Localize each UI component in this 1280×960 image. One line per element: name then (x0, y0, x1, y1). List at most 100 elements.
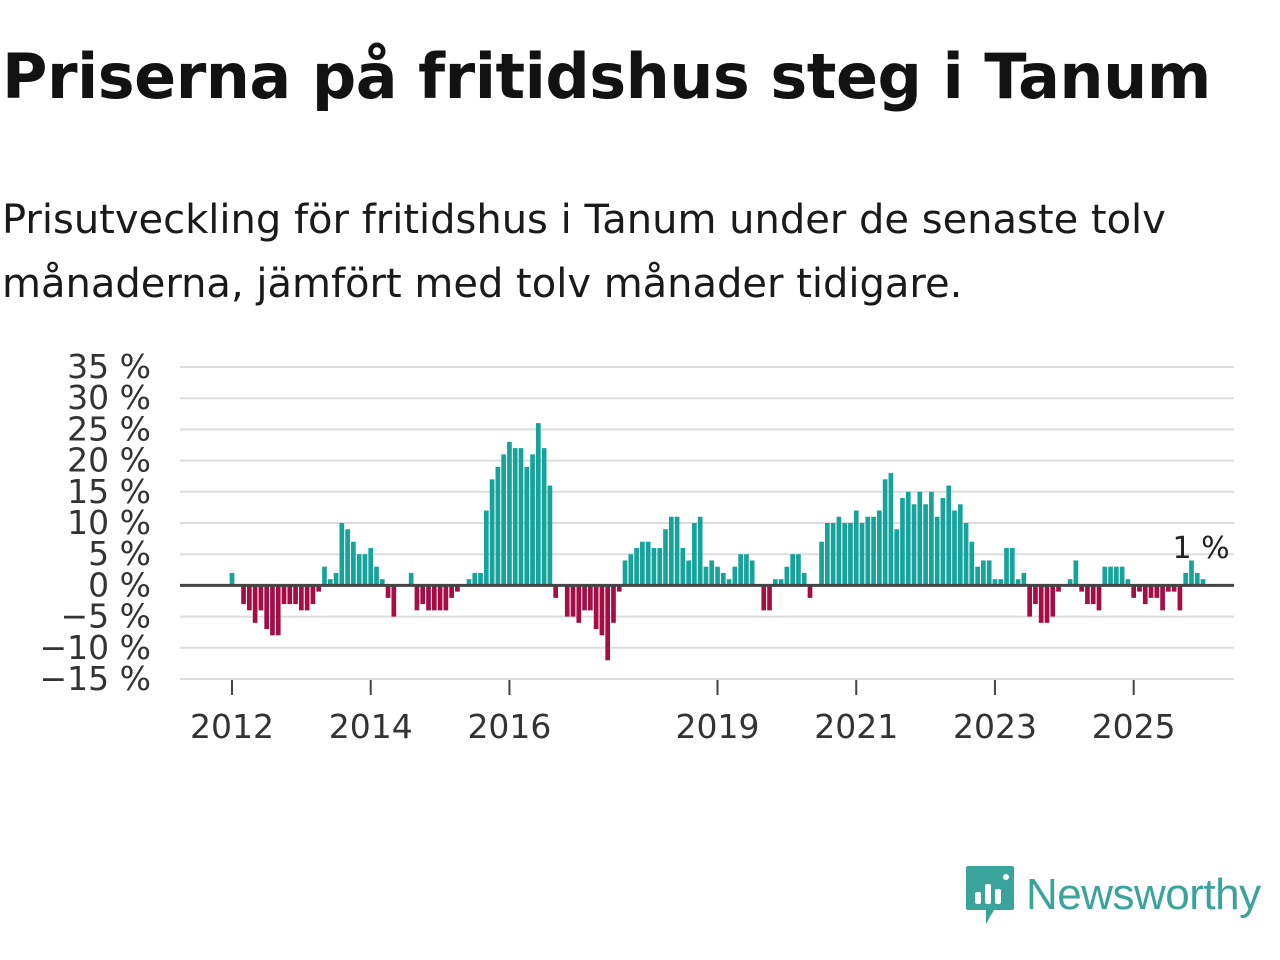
y-tick-label: 20 % (67, 441, 151, 480)
bar (663, 529, 668, 586)
bar (1200, 579, 1206, 586)
chart-title: Priserna på fritidshus steg i Tanum (2, 40, 1211, 113)
bar (1004, 547, 1009, 586)
bar (379, 579, 385, 586)
x-tick-label: 2019 (676, 707, 760, 746)
bar (426, 585, 431, 611)
bar (616, 585, 622, 592)
bar (738, 554, 743, 586)
bar (657, 547, 663, 586)
bar (732, 566, 738, 586)
bar (1137, 585, 1142, 592)
x-tick-label: 2016 (467, 707, 551, 746)
bar (668, 516, 674, 586)
bar (362, 554, 368, 586)
bar (778, 579, 784, 586)
bar (720, 572, 726, 586)
bar (888, 473, 894, 586)
y-axis-ticks: 35 %30 %25 %20 %15 %10 %5 %0 %−5 %−10 %−… (40, 347, 152, 698)
bar (853, 510, 859, 586)
bar (518, 448, 524, 586)
bar (449, 585, 454, 598)
newsworthy-logo-icon (966, 866, 1014, 924)
bar (345, 529, 350, 586)
bar (431, 585, 437, 611)
bar (992, 579, 998, 586)
bar (443, 585, 449, 611)
bar (246, 585, 252, 611)
bar (871, 516, 876, 586)
bar (564, 585, 570, 617)
y-tick-label: 5 % (88, 534, 151, 573)
bar (1038, 585, 1044, 623)
bar (640, 541, 645, 586)
bar (408, 572, 414, 586)
bar (801, 572, 807, 586)
bar (830, 523, 836, 586)
bar (651, 547, 657, 586)
x-tick-label: 2025 (1092, 707, 1176, 746)
bar (1177, 585, 1183, 611)
bar (605, 585, 611, 661)
bar (333, 572, 339, 586)
bar (252, 585, 258, 623)
bar (842, 523, 848, 586)
bar (356, 554, 362, 586)
bar (726, 579, 732, 586)
bar (697, 516, 703, 586)
bar (946, 485, 952, 586)
y-tick-label: 0 % (88, 565, 151, 604)
bar (622, 560, 628, 586)
bar (304, 585, 310, 611)
bar (437, 585, 443, 611)
y-tick-label: 35 % (67, 347, 151, 386)
bar (281, 585, 287, 605)
bar (1119, 566, 1125, 586)
bar (1021, 572, 1027, 586)
bar (680, 547, 686, 586)
bar (986, 560, 992, 586)
y-tick-label: −10 % (40, 628, 152, 667)
bar (576, 585, 582, 623)
bar (1171, 585, 1177, 592)
bar (749, 560, 755, 586)
bar (790, 554, 796, 586)
bar (824, 523, 830, 586)
bar (599, 585, 605, 636)
last-value-annotation: 1 % (1172, 531, 1229, 566)
bar (541, 448, 547, 586)
bar (1033, 585, 1038, 605)
bar (1067, 579, 1073, 586)
bar (530, 454, 535, 586)
bar (472, 572, 478, 586)
bar (848, 523, 853, 586)
bar (923, 504, 928, 586)
y-tick-label: 30 % (67, 378, 151, 417)
bar (264, 585, 270, 630)
bar (917, 491, 923, 586)
bar (1148, 585, 1154, 598)
bar (385, 585, 391, 598)
bar (229, 572, 235, 586)
bar (796, 554, 801, 586)
bar (1096, 585, 1102, 611)
bar (882, 479, 888, 586)
bar (969, 541, 975, 586)
bar (339, 523, 345, 586)
newsworthy-logo-text: Newsworthy (1026, 870, 1261, 919)
bar (1056, 585, 1061, 592)
gridlines (180, 366, 1234, 680)
bar (686, 560, 691, 586)
bar (275, 585, 281, 636)
bar (865, 516, 871, 586)
bar (258, 585, 264, 611)
bar (674, 516, 680, 586)
bar (310, 585, 316, 605)
bar (1027, 585, 1032, 617)
bar (975, 566, 980, 586)
bar (957, 504, 963, 586)
bar (588, 585, 593, 611)
bar (645, 541, 651, 586)
bar (744, 554, 749, 586)
bar (535, 423, 541, 586)
